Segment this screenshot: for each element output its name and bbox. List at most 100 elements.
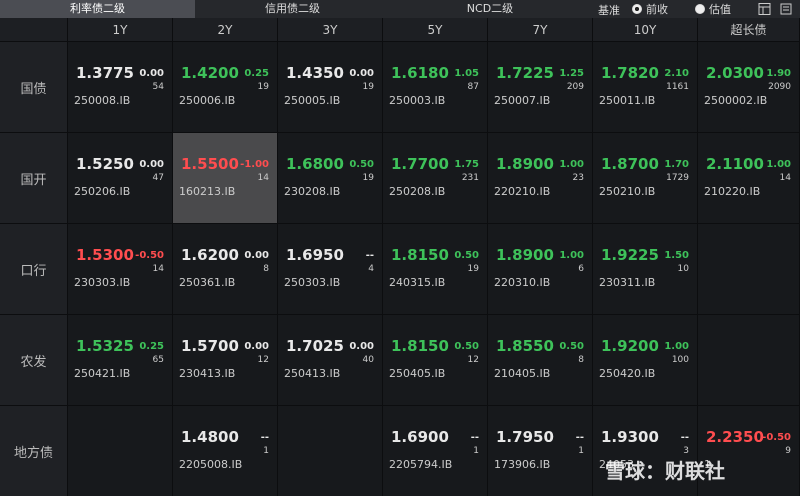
quote-cell[interactable]: 1.8900 1.00 23 220210.IB (488, 133, 592, 223)
quote-cell[interactable]: 2.2350 -0.50 9 1 (698, 406, 799, 496)
price: 1.6200 (181, 246, 239, 264)
bond-code: 250420.IB (599, 367, 656, 380)
change: 0.50 (559, 341, 584, 352)
volume: 1161 (666, 82, 689, 92)
price: 1.5500 (181, 155, 239, 173)
change: 0.50 (349, 159, 374, 170)
quote-cell[interactable]: 1.7950 -- 1 173906.IB (488, 406, 592, 496)
column-header[interactable]: 2Y (173, 18, 277, 41)
price: 1.5250 (76, 155, 134, 173)
radio-dot[interactable] (632, 4, 642, 14)
quote-cell[interactable]: 1.9300 -- 3 24053 (593, 406, 697, 496)
quote-cell[interactable]: 1.6950 -- 4 250303.IB (278, 224, 382, 314)
row-label: 农发 (0, 315, 67, 405)
row-label: 国开 (0, 133, 67, 223)
price: 1.4200 (181, 64, 239, 82)
change: -1.00 (240, 159, 269, 170)
change: 1.50 (664, 250, 689, 261)
quote-cell[interactable]: 1.8900 1.00 6 220310.IB (488, 224, 592, 314)
quote-cell[interactable]: 1.5250 0.00 47 250206.IB (68, 133, 172, 223)
bond-code: 230311.IB (599, 276, 656, 289)
radio-option[interactable]: 估值 (695, 2, 731, 16)
quote-cell[interactable]: 1.4350 0.00 19 250005.IB (278, 42, 382, 132)
bond-code: 250208.IB (389, 185, 446, 198)
row-label: 地方债 (0, 406, 67, 496)
tab[interactable]: 信用债二级 (195, 0, 390, 18)
volume: 1729 (666, 173, 689, 183)
price: 1.5300 (76, 246, 134, 264)
corner-cell (0, 18, 67, 41)
quote-cell[interactable]: 1.7025 0.00 40 250413.IB (278, 315, 382, 405)
quote-cell[interactable]: 1.8700 1.70 1729 250210.IB (593, 133, 697, 223)
quote-cell[interactable]: 1.7820 2.10 1161 250011.IB (593, 42, 697, 132)
tab[interactable]: NCD二级 (390, 0, 590, 18)
change: 1.70 (664, 159, 689, 170)
volume: 19 (362, 82, 374, 92)
change: 0.00 (349, 341, 374, 352)
change: -- (470, 432, 479, 443)
change: 0.50 (454, 250, 479, 261)
radio-option[interactable]: 前收 (632, 2, 668, 16)
bond-code: 230208.IB (284, 185, 341, 198)
bond-code: 250005.IB (284, 94, 341, 107)
column-header[interactable]: 3Y (278, 18, 382, 41)
quote-cell[interactable]: 1.6200 0.00 8 250361.IB (173, 224, 277, 314)
price: 1.6900 (391, 428, 449, 446)
quote-cell[interactable]: 2.0300 1.90 2090 2500002.IB (698, 42, 799, 132)
radio-dot[interactable] (695, 4, 705, 14)
change: 0.00 (244, 341, 269, 352)
bond-code: 250413.IB (284, 367, 341, 380)
bond-code: 210220.IB (704, 185, 761, 198)
watermark: 雪球：财联社 (605, 459, 725, 483)
radio-label: 估值 (709, 3, 731, 16)
quote-cell[interactable]: 1.8150 0.50 12 250405.IB (383, 315, 487, 405)
quote-cell[interactable]: 1.5300 -0.50 14 230303.IB (68, 224, 172, 314)
price: 1.5325 (76, 337, 134, 355)
toolbar-icons[interactable] (758, 3, 794, 15)
quote-cell[interactable]: 1.4800 -- 1 2205008.IB (173, 406, 277, 496)
change: 0.50 (454, 341, 479, 352)
quote-cell[interactable]: 1.6900 -- 1 2205794.IB (383, 406, 487, 496)
bond-code: 250011.IB (599, 94, 656, 107)
quote-cell[interactable]: 2.1100 1.00 14 210220.IB (698, 133, 799, 223)
column-header[interactable]: 7Y (488, 18, 592, 41)
quote-cell[interactable]: 1.5325 0.25 65 250421.IB (68, 315, 172, 405)
quote-cell[interactable]: 1.5700 0.00 12 230413.IB (173, 315, 277, 405)
column-header[interactable]: 5Y (383, 18, 487, 41)
volume: 12 (467, 355, 479, 365)
quote-cell[interactable]: 1.6180 1.05 87 250003.IB (383, 42, 487, 132)
price: 1.9225 (601, 246, 659, 264)
quote-cell[interactable]: 1.7225 1.25 209 250007.IB (488, 42, 592, 132)
column-header[interactable]: 超长债 (698, 18, 799, 41)
price: 1.6180 (391, 64, 449, 82)
change: 0.25 (139, 341, 164, 352)
volume: 19 (467, 264, 479, 274)
quote-cell[interactable]: 1.3775 0.00 54 250008.IB (68, 42, 172, 132)
change: -- (260, 432, 269, 443)
quote-cell[interactable]: 1.8550 0.50 8 210405.IB (488, 315, 592, 405)
quote-cell[interactable]: 1.5500 -1.00 14 160213.IB (173, 133, 277, 223)
column-header[interactable]: 1Y (68, 18, 172, 41)
tab[interactable]: 利率债二级 (0, 0, 195, 18)
bond-code: 250405.IB (389, 367, 446, 380)
quote-cell[interactable]: 1.9225 1.50 10 230311.IB (593, 224, 697, 314)
price: 2.2350 (706, 428, 764, 446)
column-header[interactable]: 10Y (593, 18, 697, 41)
volume: 40 (362, 355, 374, 365)
quote-cell[interactable]: 1.8150 0.50 19 240315.IB (383, 224, 487, 314)
quote-cell[interactable]: 1.9200 1.00 100 250420.IB (593, 315, 697, 405)
bond-code: 250007.IB (494, 94, 551, 107)
bond-code: 173906.IB (494, 458, 551, 471)
volume: 1 (578, 446, 584, 456)
change: -- (575, 432, 584, 443)
volume: 209 (566, 82, 584, 92)
change: 1.00 (559, 250, 584, 261)
bond-code: 2500002.IB (704, 94, 768, 107)
price: 2.1100 (706, 155, 764, 173)
quote-cell[interactable]: 1.4200 0.25 19 250006.IB (173, 42, 277, 132)
quote-cell[interactable]: 1.7700 1.75 231 250208.IB (383, 133, 487, 223)
price: 1.5700 (181, 337, 239, 355)
quote-cell[interactable]: 1.6800 0.50 19 230208.IB (278, 133, 382, 223)
price: 1.6800 (286, 155, 344, 173)
volume: 54 (152, 82, 164, 92)
